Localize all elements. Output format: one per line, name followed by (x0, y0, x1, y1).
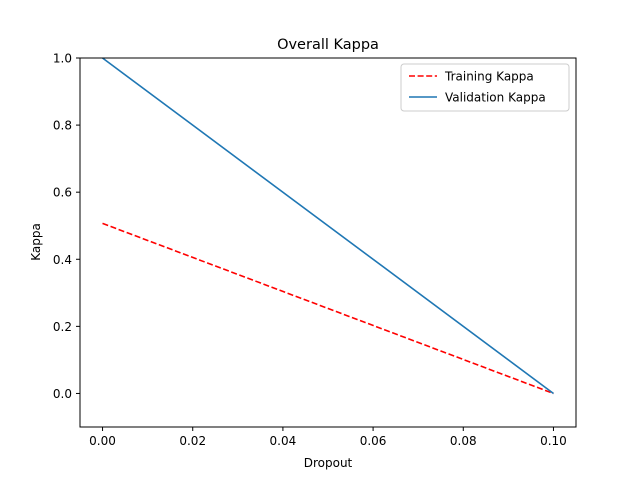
x-tick-label: 0.06 (360, 434, 387, 448)
legend: Training Kappa Validation Kappa (400, 63, 570, 112)
legend-box (400, 63, 570, 112)
y-tick-label: 1.0 (53, 52, 72, 66)
plot-area (102, 57, 554, 395)
y-axis-label: Kappa (29, 223, 43, 261)
series-line-1 (102, 222, 554, 395)
y-tick-label: 0.2 (53, 320, 72, 334)
x-axis-label: Dropout (304, 456, 353, 470)
y-tick-label: 0.4 (53, 253, 72, 267)
x-tick-label: 0.08 (450, 434, 477, 448)
x-tick-label: 0.00 (89, 434, 116, 448)
legend-label-1: Training Kappa (444, 70, 534, 84)
legend-label-2: Validation Kappa (445, 91, 546, 105)
y-tick-label: 0.6 (53, 186, 72, 200)
x-tick-label: 0.02 (179, 434, 206, 448)
series-line-2 (102, 57, 554, 395)
axes-frame (79, 57, 577, 428)
x-tick-label: 0.10 (540, 434, 567, 448)
y-tick-label: 0.0 (53, 387, 72, 401)
axes: 0.00 0.02 0.04 0.06 0.08 0.10 0.0 0.2 0.4 0.6 0.8 1… (53, 52, 577, 448)
x-tick-label: 0.04 (270, 434, 297, 448)
chart-title: Overall Kappa (277, 37, 379, 53)
y-tick-label: 0.8 (53, 119, 72, 133)
